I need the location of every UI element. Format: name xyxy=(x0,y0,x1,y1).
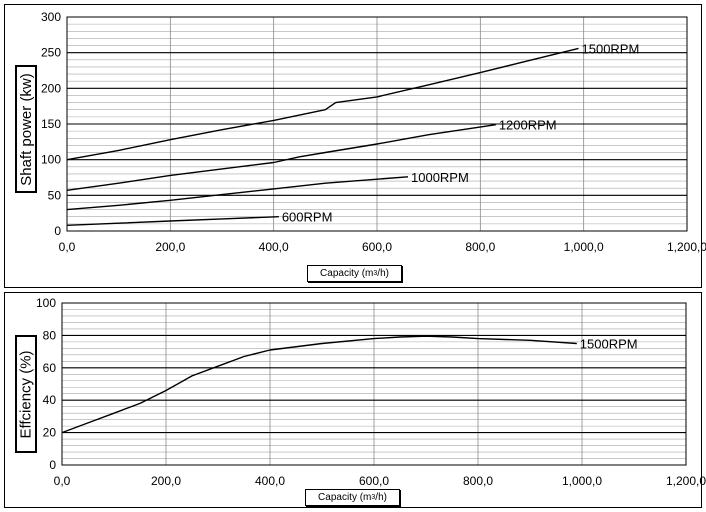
power-y-tick-label: 50 xyxy=(48,188,62,202)
power-x-tick-label: 600,0 xyxy=(362,240,392,254)
power-y-tick-label: 150 xyxy=(41,117,61,131)
power-x-tick-label: 800,0 xyxy=(465,240,495,254)
power-x-tick-label: 0,0 xyxy=(59,240,76,254)
power-y-tick-label: 200 xyxy=(41,81,61,95)
power-y-tick-label: 300 xyxy=(41,10,61,24)
power-y-tick-label: 250 xyxy=(41,46,61,60)
efficiency-x-tick-label: 200,0 xyxy=(151,474,181,488)
efficiency-y-tick-label: 20 xyxy=(43,426,57,440)
power-x-tick-label: 400,0 xyxy=(259,240,289,254)
efficiency-x-axis-label: Capacity (m 3/h) xyxy=(305,489,400,506)
power-chart-panel: 0 50 100 150 200 250 300 0,0 200,0 400,0 600,0 800,… xyxy=(4,4,706,288)
power-series-line-600rpm xyxy=(66,216,279,226)
efficiency-series-line-1500rpm xyxy=(61,335,577,434)
power-series-label-1000rpm: 1000RPM xyxy=(411,170,469,185)
power-series-line-1500rpm xyxy=(66,47,579,161)
power-chart: 0 50 100 150 200 250 300 0,0 200,0 400,0 600,0 800,… xyxy=(41,10,706,254)
power-series-label-1500rpm: 1500RPM xyxy=(582,41,640,56)
efficiency-series-label-1500rpm: 1500RPM xyxy=(580,337,638,352)
power-x-tick-label: 1,200,0 xyxy=(667,240,706,254)
efficiency-x-tick-label: 0,0 xyxy=(54,474,71,488)
efficiency-x-tick-label: 800,0 xyxy=(463,474,493,488)
efficiency-y-tick-label: 60 xyxy=(43,361,57,375)
power-y-tick-label: 100 xyxy=(41,153,61,167)
power-y-tick-label: 0 xyxy=(54,224,61,238)
efficiency-y-axis-label: Effciency (%) xyxy=(15,335,37,453)
efficiency-x-tick-label: 1,000,0 xyxy=(562,474,602,488)
efficiency-plot-frame xyxy=(61,302,687,466)
efficiency-x-tick-label: 600,0 xyxy=(359,474,389,488)
efficiency-x-tick-label: 1,200,0 xyxy=(666,474,706,488)
efficiency-y-tick-label: 100 xyxy=(36,296,56,310)
power-series-line-1200rpm xyxy=(66,124,496,191)
power-plot-frame xyxy=(66,16,688,232)
efficiency-y-tick-label: 40 xyxy=(43,393,57,407)
efficiency-x-tick-label: 400,0 xyxy=(255,474,285,488)
power-x-axis-label: Capacity (m 3/h) xyxy=(307,265,402,282)
power-x-tick-label: 1,000,0 xyxy=(564,240,604,254)
power-series-line-1000rpm xyxy=(66,176,409,211)
efficiency-chart-panel: 0 20 40 60 80 100 0,0 200,0 400,0 600,0 800,0 1,000… xyxy=(4,292,706,508)
efficiency-chart: 0 20 40 60 80 100 0,0 200,0 400,0 600,0 800,0 1,000… xyxy=(36,296,706,488)
power-x-tick-label: 200,0 xyxy=(155,240,185,254)
power-series-label-600rpm: 600RPM xyxy=(282,210,333,225)
efficiency-y-tick-label: 0 xyxy=(49,458,56,472)
efficiency-y-tick-label: 80 xyxy=(43,328,57,342)
power-y-axis-label: Shaft power (kw) xyxy=(15,65,37,193)
power-series-label-1200rpm: 1200RPM xyxy=(499,118,557,133)
